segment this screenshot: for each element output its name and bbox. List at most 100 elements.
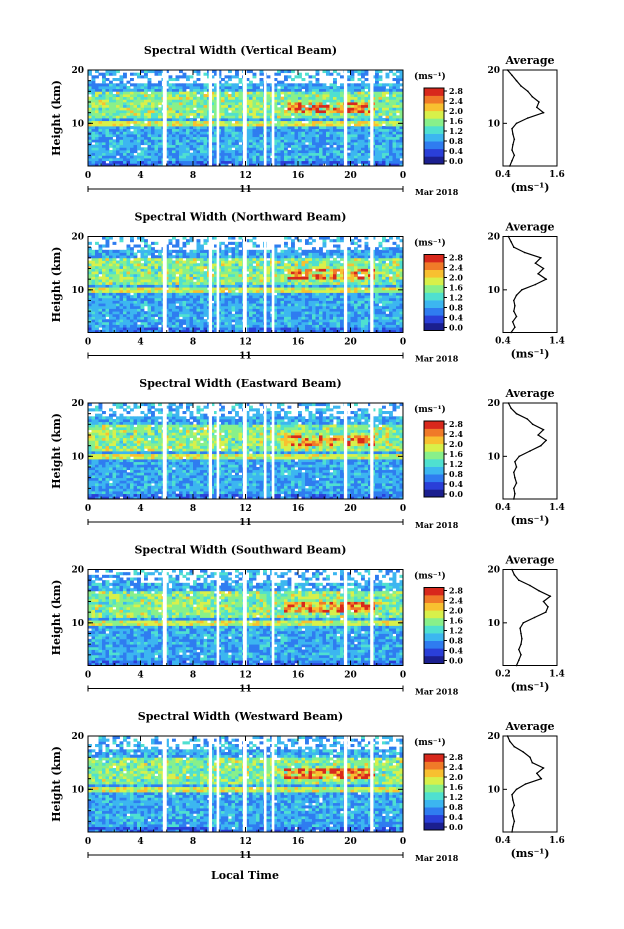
- heatmap-cell: [88, 83, 92, 87]
- heatmap-cell: [158, 295, 162, 299]
- heatmap-cell: [95, 295, 99, 299]
- heatmap-cell: [91, 96, 96, 100]
- heatmap-cell: [168, 75, 173, 79]
- heatmap-cell: [105, 78, 110, 82]
- heatmap-cell: [154, 102, 159, 106]
- heatmap-cell: [214, 72, 218, 76]
- heatmap-cell: [340, 88, 344, 92]
- heatmap-cell: [105, 163, 110, 167]
- heatmap-cell: [196, 163, 201, 167]
- heatmap-cell: [364, 155, 369, 159]
- heatmap-cell: [245, 295, 250, 299]
- heatmap-cell: [287, 319, 292, 323]
- heatmap-cell: [238, 152, 243, 156]
- heatmap-cell: [210, 292, 215, 296]
- heatmap-cell: [224, 292, 229, 296]
- heatmap-cell: [210, 142, 215, 146]
- heatmap-cell: [382, 91, 386, 95]
- heatmap-cell: [88, 120, 92, 124]
- heatmap-cell: [259, 313, 264, 317]
- heatmap-cell: [116, 152, 120, 156]
- heatmap-cell: [175, 112, 180, 116]
- heatmap-cell: [119, 136, 124, 140]
- heatmap-cell: [88, 252, 92, 256]
- heatmap-cell: [102, 324, 106, 328]
- heatmap-cell: [186, 134, 190, 138]
- heatmap-cell: [147, 94, 152, 98]
- heatmap-cell: [284, 241, 288, 245]
- heatmap-cell: [378, 112, 383, 116]
- heatmap-cell: [193, 313, 197, 317]
- heatmap-cell: [168, 136, 173, 140]
- heatmap-cell: [95, 107, 99, 111]
- heatmap-cell: [189, 236, 194, 240]
- heatmap-cell: [154, 144, 159, 148]
- heatmap-cell: [392, 142, 397, 146]
- heatmap-cell: [196, 134, 201, 138]
- heatmap-cell: [126, 99, 131, 103]
- heatmap-cell: [158, 112, 162, 116]
- heatmap-cell: [217, 131, 222, 135]
- heatmap-cell: [165, 284, 169, 288]
- heatmap-cell: [375, 70, 379, 74]
- heatmap-cell: [112, 289, 117, 293]
- heatmap-cell: [217, 276, 222, 280]
- heatmap-cell: [123, 88, 127, 92]
- heatmap-cell: [189, 83, 194, 87]
- heatmap-cell: [228, 327, 232, 331]
- heatmap-cell: [88, 160, 92, 164]
- heatmap-cell: [175, 255, 180, 259]
- heatmap-cell: [98, 316, 103, 320]
- heatmap-cell: [158, 139, 162, 143]
- heatmap-cell: [105, 295, 110, 299]
- heatmap-cell: [315, 110, 320, 114]
- heatmap-cell: [301, 86, 306, 90]
- heatmap-cell: [186, 123, 190, 127]
- heatmap-cell: [238, 300, 243, 304]
- heatmap-cell: [231, 152, 236, 156]
- heatmap-cell: [221, 252, 225, 256]
- heatmap-cell: [392, 88, 397, 92]
- heatmap-cell: [168, 289, 173, 293]
- heatmap-cell: [364, 110, 369, 114]
- heatmap-cell: [130, 321, 134, 325]
- heatmap-cell: [189, 297, 194, 301]
- heatmap-cell: [249, 91, 253, 95]
- heatmap-cell: [224, 287, 229, 291]
- heatmap-cell: [259, 303, 264, 307]
- heatmap-cell: [287, 70, 292, 74]
- heatmap-cell: [252, 147, 257, 151]
- heatmap-cell: [116, 144, 120, 148]
- heatmap-cell: [231, 257, 236, 261]
- heatmap-cell: [154, 273, 159, 277]
- heatmap-cell: [340, 158, 344, 162]
- heatmap-cell: [385, 118, 390, 122]
- heatmap-cell: [119, 147, 124, 151]
- heatmap-cell: [364, 91, 369, 95]
- heatmap-cell: [217, 316, 222, 320]
- heatmap-cell: [133, 123, 138, 127]
- heatmap-cell: [280, 255, 285, 259]
- heatmap-cell: [210, 155, 215, 159]
- heatmap-cell: [280, 284, 285, 288]
- heatmap-cell: [105, 83, 110, 87]
- heatmap-cell: [140, 115, 145, 119]
- average-profile-point: [513, 138, 516, 141]
- heatmap-cell: [308, 123, 313, 127]
- heatmap-cell: [133, 265, 138, 269]
- heatmap-cell: [238, 134, 243, 138]
- heatmap-cell: [151, 102, 155, 106]
- heatmap-cell: [144, 123, 148, 127]
- heatmap-cell: [245, 96, 250, 100]
- heatmap-cell: [214, 115, 218, 119]
- heatmap-cell: [224, 308, 229, 312]
- heatmap-cell: [340, 110, 344, 114]
- heatmap-cell: [322, 104, 327, 108]
- heatmap-cell: [221, 279, 225, 283]
- heatmap-cell: [165, 94, 169, 98]
- heatmap-cell: [312, 158, 316, 162]
- heatmap-cell: [273, 300, 278, 304]
- heatmap-cell: [273, 327, 278, 331]
- heatmap-cell: [231, 112, 236, 116]
- heatmap-cell: [259, 257, 264, 261]
